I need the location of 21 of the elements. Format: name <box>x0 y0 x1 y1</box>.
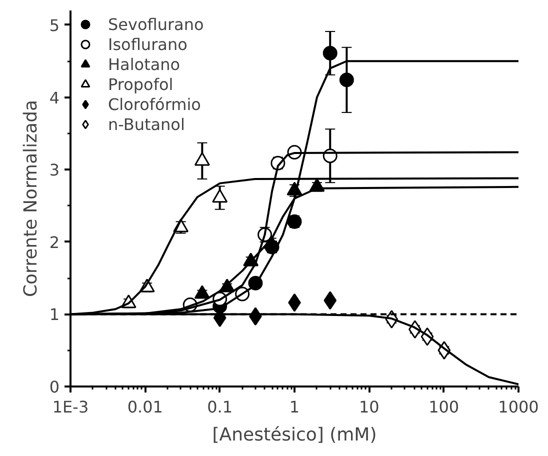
x-tick-label: 0.01 <box>127 398 163 416</box>
x-axis-title: [Anestésico] (mM) <box>212 424 377 446</box>
y-tick-label: 1 <box>49 305 60 324</box>
x-tick-label: 1 <box>289 398 300 416</box>
x-tick-label: 1000 <box>498 398 539 416</box>
y-tick-label: 0 <box>49 378 60 396</box>
y-axis-title: Corrente Normalizada <box>20 100 42 298</box>
legend-label: Isoflurano <box>108 34 188 54</box>
y-tick-label: 5 <box>49 16 60 35</box>
legend-label: Halotano <box>108 54 180 74</box>
y-tick-label: 3 <box>49 160 60 180</box>
y-tick-label: 2 <box>49 232 60 252</box>
legend-label: n-Butanol <box>108 114 185 134</box>
y-tick-label: 4 <box>49 88 60 108</box>
legend-label: Propofol <box>108 74 174 94</box>
legend-label: Sevoflurano <box>108 14 204 34</box>
x-tick-label: 1E-3 <box>52 398 89 416</box>
legend-label: Clorofórmio <box>108 94 201 114</box>
x-tick-label: 10 <box>358 398 380 416</box>
x-tick-label: 0.1 <box>207 398 233 416</box>
x-tick-label: 100 <box>428 398 460 416</box>
